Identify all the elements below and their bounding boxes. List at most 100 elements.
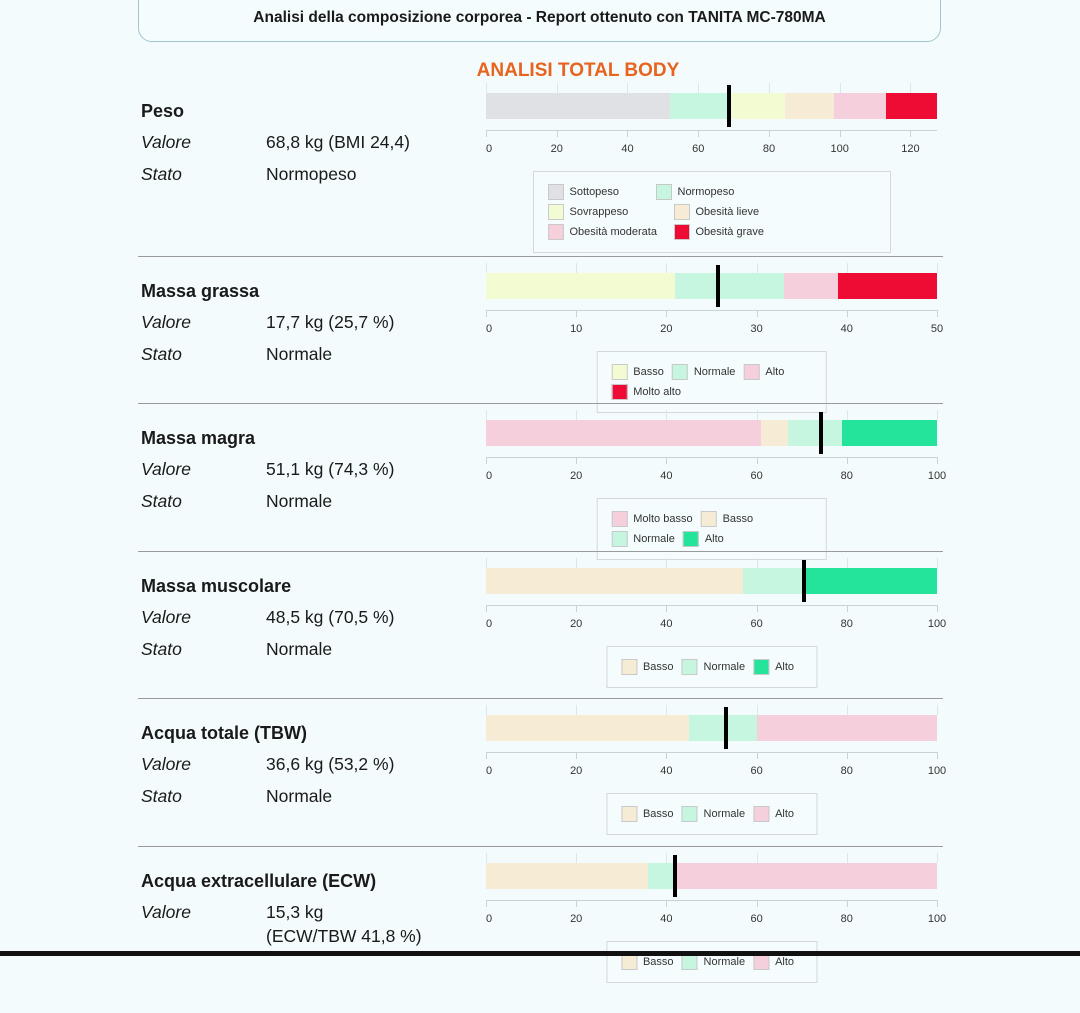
legend-item: Alto (753, 659, 794, 675)
legend-label: Basso (642, 956, 674, 968)
legend-item: Sovrappeso (547, 204, 666, 220)
legend-item: Alto (682, 531, 724, 547)
stato-value: Normale (266, 344, 333, 364)
section-divider (138, 256, 943, 257)
tick-label: 40 (660, 765, 673, 777)
gridline (556, 83, 558, 93)
gridline (937, 853, 938, 863)
valore-value: 51,1 kg (74,3 %) (266, 459, 395, 479)
gridline (937, 558, 938, 568)
legend-item: Alto (743, 364, 784, 380)
tick-label: 60 (750, 913, 763, 925)
metric-name: Peso (141, 101, 185, 121)
tick-label: 20 (570, 765, 583, 777)
gridline (666, 558, 668, 568)
legend-swatch (620, 806, 637, 822)
tick-label: 40 (660, 913, 673, 925)
legend-label: Normale (703, 808, 746, 820)
axis-tick (937, 310, 938, 317)
axis-tick (486, 130, 487, 137)
metric-name: Massa grassa (141, 281, 260, 301)
legend-item: Molto basso (611, 511, 693, 527)
gridline (486, 558, 487, 568)
legend-item: Sottopeso (547, 184, 648, 200)
value-marker (723, 707, 728, 749)
legend-swatch (611, 384, 628, 400)
gridline (846, 558, 848, 568)
legend-item: Obesità grave (673, 224, 792, 240)
range-segment-basso (486, 715, 689, 741)
range-segment-basso (486, 273, 676, 299)
axis-tick (768, 130, 770, 137)
section-divider (138, 698, 943, 699)
stato-value: Normale (266, 786, 333, 806)
tick-label: 0 (485, 470, 493, 482)
tick-label: 20 (660, 323, 673, 335)
legend-label: Normale (703, 661, 746, 673)
value-marker (727, 85, 732, 127)
x-axis (486, 605, 937, 606)
axis-tick (756, 457, 758, 464)
legend: Basso Normale Alto (605, 941, 818, 983)
legend-label: Alto (704, 533, 724, 545)
axis-tick (756, 310, 758, 317)
range-segment-obesit-grave (885, 93, 937, 119)
range-segment-normale (688, 715, 757, 741)
tick-label: 80 (840, 618, 853, 630)
stato-value: Normale (266, 639, 333, 659)
value-marker (672, 855, 677, 897)
stato-label: Stato (141, 491, 182, 511)
axis-tick (846, 457, 848, 464)
legend: Basso Normale Alto Molto alto (596, 351, 827, 413)
range-segment-alto (842, 420, 937, 446)
tick-label: 60 (750, 470, 763, 482)
range-segment-alto (783, 273, 838, 299)
axis-tick (937, 900, 938, 907)
valore-value: 17,7 kg (25,7 %) (266, 312, 395, 332)
legend-swatch (620, 954, 637, 970)
range-chart: 0 10 20 30 40 50 Basso Normale Alto Molto alto (485, 263, 943, 423)
legend-label: Normopeso (677, 186, 735, 198)
legend: Sottopeso Normopeso Sovrappeso Obesità liev… (532, 171, 891, 253)
gridline (756, 558, 758, 568)
legend-item: Obesità lieve (673, 204, 774, 220)
section-divider (138, 551, 943, 552)
legend-label: Normale (693, 366, 736, 378)
legend-swatch (673, 204, 690, 220)
metric-name: Massa magra (141, 428, 256, 448)
range-segment-normale (743, 568, 807, 594)
valore-value: 36,6 kg (53,2 %) (266, 754, 395, 774)
range-chart: 0 20 40 60 80 100 Basso Normale Alto (486, 705, 946, 865)
legend-swatch (611, 364, 628, 380)
range-segment-obesit-lieve (784, 93, 835, 119)
report-title: Analisi della composizione corporea - Re… (253, 9, 826, 26)
legend: Basso Normale Alto (605, 646, 818, 688)
tick-label: 0 (485, 323, 493, 335)
axis-tick (756, 900, 758, 907)
legend-label: Basso (642, 808, 674, 820)
legend-swatch (681, 806, 698, 822)
legend-label: Obesità moderata (569, 226, 657, 238)
axis-tick (486, 900, 487, 907)
gridline (666, 410, 668, 420)
legend-label: Alto (775, 661, 795, 673)
tick-label: 80 (840, 765, 853, 777)
tick-label: 100 (927, 618, 947, 630)
axis-tick (937, 752, 938, 759)
gridline (627, 83, 629, 93)
axis-tick (846, 752, 848, 759)
legend: Basso Normale Alto (605, 793, 818, 835)
tick-label: 100 (927, 765, 947, 777)
range-segment-molto-basso (486, 420, 762, 446)
legend-swatch (673, 224, 690, 240)
tick-label: 40 (840, 323, 853, 335)
axis-tick (666, 752, 668, 759)
stato-value: Normale (266, 491, 333, 511)
gridline (937, 263, 938, 273)
gridline (486, 410, 487, 420)
axis-tick (576, 605, 578, 612)
section-title: ANALISI TOTAL BODY (476, 60, 680, 81)
value-marker (819, 412, 824, 454)
axis-tick (846, 605, 848, 612)
range-segment-molto-alto (837, 273, 937, 299)
